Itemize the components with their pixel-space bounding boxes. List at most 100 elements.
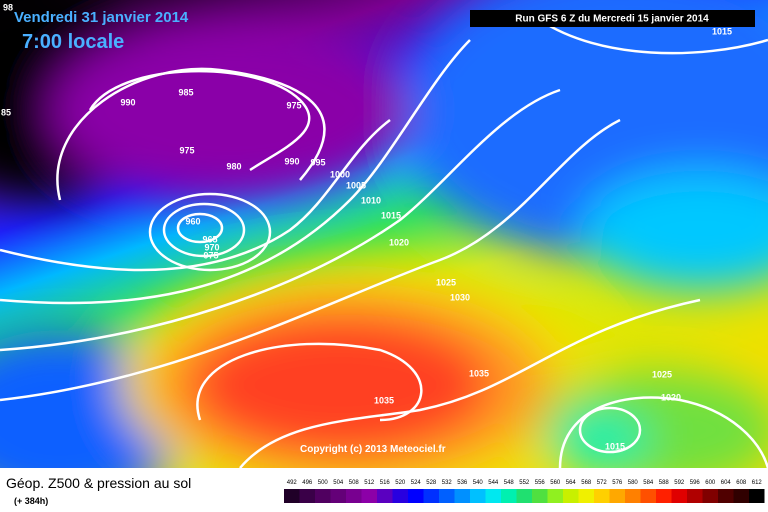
isobar-label: 1010 — [361, 195, 381, 205]
isobar-label: 995 — [310, 157, 325, 167]
colorbar-cell — [454, 489, 470, 503]
isobar-label: 990 — [284, 156, 299, 166]
colorbar-label: 504 — [333, 480, 344, 486]
isobar-label: 1025 — [652, 369, 672, 379]
isobar-label: 1000 — [330, 169, 350, 179]
isobar-label: 1015 — [381, 210, 401, 220]
isobar-label: 1020 — [389, 237, 409, 247]
colorbar-label: 568 — [581, 480, 592, 486]
isobar-label: 980 — [226, 161, 241, 171]
isobar-label: 98 — [3, 2, 13, 12]
colorbar-cell — [687, 489, 703, 503]
colorbar-cell — [315, 489, 331, 503]
isobar-label: 1035 — [469, 368, 489, 378]
footer-lead: (+ 384h) — [14, 496, 48, 506]
isobar-label: 970 — [204, 242, 219, 252]
colorbar-cell — [485, 489, 501, 503]
run-box — [470, 10, 755, 27]
colorbar-label: 580 — [628, 480, 639, 486]
colorbar-cell — [346, 489, 362, 503]
isobar-label: 85 — [1, 107, 11, 117]
colorbar-cell — [470, 489, 486, 503]
colorbar-label: 524 — [411, 480, 422, 486]
run-text: Run GFS 6 Z du Mercredi 15 janvier 2014 — [515, 14, 709, 25]
colorbar-label: 556 — [535, 480, 546, 486]
colorbar-label: 572 — [597, 480, 608, 486]
footer-title: Géop. Z500 & pression au sol — [6, 475, 191, 491]
colorbar-cell — [578, 489, 594, 503]
colorbar-cell — [671, 489, 687, 503]
colorbar-label: 492 — [287, 480, 298, 486]
colorbar-cell — [516, 489, 532, 503]
colorbar-cell — [330, 489, 346, 503]
copyright: Copyright (c) 2013 Meteociel.fr — [300, 444, 446, 455]
colorbar-cell — [532, 489, 548, 503]
colorbar-cell — [392, 489, 408, 503]
colorbar-label: 596 — [690, 480, 701, 486]
colorbar-label: 532 — [442, 480, 453, 486]
colorbar-label: 500 — [318, 480, 329, 486]
colorbar-cell — [284, 489, 300, 503]
colorbar-label: 560 — [550, 480, 561, 486]
isobar-label: 1005 — [346, 180, 366, 190]
colorbar-label: 576 — [612, 480, 623, 486]
isobar-label: 1035 — [374, 395, 394, 405]
colorbar-cell — [594, 489, 610, 503]
colorbar-label: 612 — [752, 480, 763, 486]
colorbar-label: 508 — [349, 480, 360, 486]
colorbar-label: 540 — [473, 480, 484, 486]
colorbar-cell — [702, 489, 718, 503]
colorbar-label: 564 — [566, 480, 577, 486]
colorbar-cell — [501, 489, 517, 503]
isobar-label: 1015 — [605, 441, 625, 451]
colorbar-label: 536 — [457, 480, 468, 486]
colorbar-label: 544 — [488, 480, 499, 486]
colorbar-label: 528 — [426, 480, 437, 486]
isobar-label: 965 — [202, 234, 217, 244]
isobar-label: 975 — [203, 250, 218, 260]
colorbar-label: 552 — [519, 480, 530, 486]
isobar-label: 1020 — [661, 392, 681, 402]
colorbar-label: 548 — [504, 480, 515, 486]
forecast-date: Vendredi 31 janvier 2014 — [14, 9, 189, 26]
isobar-label: 975 — [179, 145, 194, 155]
colorbar-label: 520 — [395, 480, 406, 486]
isobar-label: 1015 — [712, 26, 732, 36]
colorbar-cell — [625, 489, 641, 503]
colorbar-label: 604 — [721, 480, 732, 486]
colorbar-label: 592 — [674, 480, 685, 486]
isobar-label: 985 — [178, 87, 193, 97]
colorbar-label: 600 — [705, 480, 716, 486]
isobar-label: 1030 — [450, 292, 470, 302]
colorbar-label: 588 — [659, 480, 670, 486]
colorbar-cell — [656, 489, 672, 503]
colorbar-cell — [423, 489, 439, 503]
forecast-time: 7:00 locale — [22, 31, 124, 53]
isobar-label: 990 — [120, 97, 135, 107]
isobar-label: 975 — [286, 100, 301, 110]
isobars — [0, 18, 768, 468]
colorbar-cell — [361, 489, 377, 503]
colorbar-label: 512 — [364, 480, 375, 486]
colorbar-cell — [439, 489, 455, 503]
isobar-label: 1025 — [436, 277, 456, 287]
colorbar-cell — [408, 489, 424, 503]
colorbar-cell — [547, 489, 563, 503]
colorbar-label: 496 — [302, 480, 313, 486]
colorbar-label: 584 — [643, 480, 654, 486]
colorbar-cell — [377, 489, 393, 503]
colorbar-label: 516 — [380, 480, 391, 486]
colorbar-cell — [299, 489, 315, 503]
colorbar-cell — [733, 489, 749, 503]
isobar-label: 960 — [185, 216, 200, 226]
colorbar-cell — [640, 489, 656, 503]
colorbar: 492 496 500 504 508 512 516 520 524 528 532 536 540 5… — [284, 480, 765, 503]
colorbar-cell — [749, 489, 765, 503]
colorbar-cell — [718, 489, 734, 503]
colorbar-cell — [609, 489, 625, 503]
colorbar-cell — [563, 489, 579, 503]
colorbar-label: 608 — [736, 480, 747, 486]
